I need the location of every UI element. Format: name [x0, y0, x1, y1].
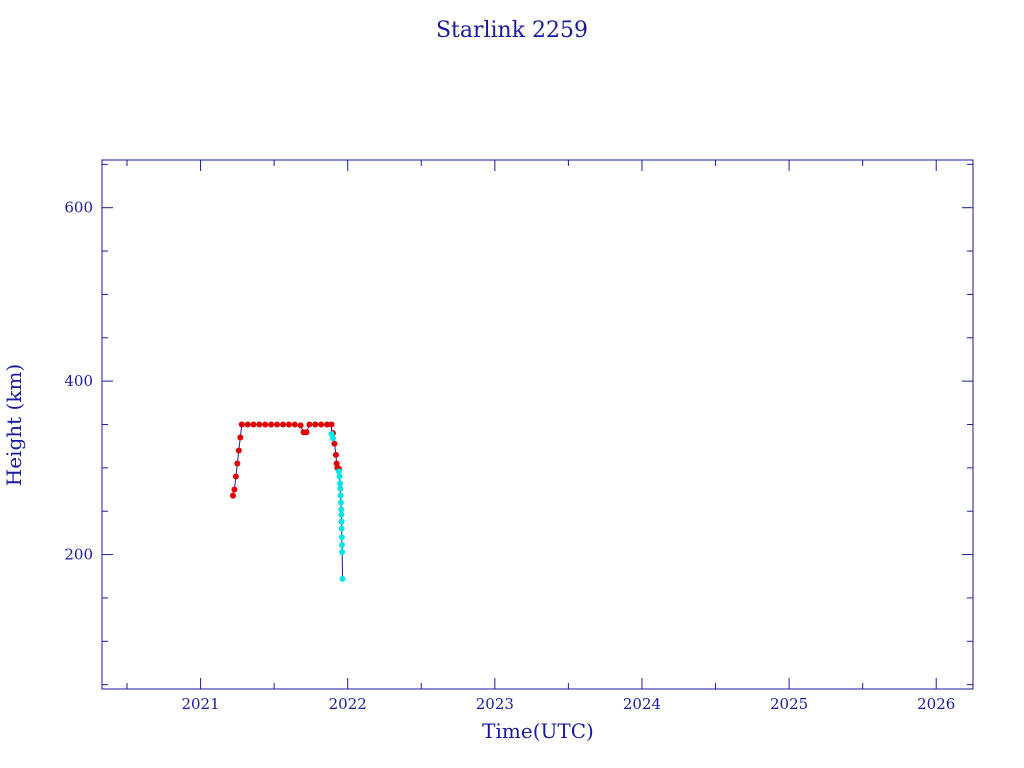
cyan-data-point — [336, 473, 343, 480]
red-data-point — [250, 421, 257, 428]
red-data-point — [328, 421, 335, 428]
red-data-point — [232, 473, 239, 480]
y-tick-label: 600 — [64, 199, 93, 217]
cyan-data-point — [339, 575, 346, 582]
red-data-point — [256, 421, 263, 428]
red-data-point — [238, 421, 245, 428]
x-tick-label: 2026 — [917, 695, 955, 713]
plot-frame — [101, 159, 974, 690]
red-data-point — [332, 451, 339, 458]
trajectory-line — [232, 424, 344, 579]
cyan-data-point — [337, 485, 344, 492]
x-tick-label: 2023 — [476, 695, 514, 713]
red-data-point — [262, 421, 269, 428]
red-data-point — [274, 421, 281, 428]
red-data-point — [285, 421, 292, 428]
x-tick-label: 2025 — [770, 695, 808, 713]
red-data-point — [235, 447, 242, 454]
x-tick-label: 2021 — [181, 695, 219, 713]
cyan-data-point — [338, 534, 345, 541]
cyan-data-point — [338, 525, 345, 532]
red-data-point — [303, 429, 310, 436]
y-tick-label: 200 — [64, 546, 93, 564]
red-data-point — [237, 434, 244, 441]
cyan-data-point — [335, 468, 342, 475]
red-data-point — [231, 486, 238, 493]
tick-labels: 2021 2022 2023 2024 2025 2026 200 400 600 — [64, 199, 955, 713]
cyan-data-point — [337, 499, 344, 506]
red-data-point — [324, 421, 331, 428]
cyan-data-point — [338, 511, 345, 518]
red-data-point — [279, 421, 286, 428]
y-axis-label: Height (km) — [2, 364, 26, 486]
red-data-point — [234, 460, 241, 467]
red-data-point — [291, 421, 298, 428]
red-data-point — [306, 421, 313, 428]
red-data-point — [268, 421, 275, 428]
cyan-data-point — [339, 548, 346, 555]
axis-ticks — [102, 160, 973, 689]
red-data-point — [297, 422, 304, 429]
x-tick-label: 2024 — [623, 695, 661, 713]
cyan-data-point — [337, 480, 344, 487]
cyan-data-point — [338, 506, 345, 513]
red-data-point — [229, 492, 236, 499]
data-marks — [229, 421, 346, 582]
red-data-point — [312, 421, 319, 428]
cyan-data-point — [337, 492, 344, 499]
x-tick-label: 2022 — [329, 695, 367, 713]
chart-title: Starlink 2259 — [436, 18, 588, 43]
red-data-point — [244, 421, 251, 428]
red-data-point — [318, 421, 325, 428]
red-data-point — [331, 440, 338, 447]
cyan-data-point — [329, 435, 336, 442]
x-axis-label: Time(UTC) — [482, 719, 594, 743]
cyan-data-point — [338, 518, 345, 525]
y-tick-label: 400 — [64, 372, 93, 390]
cyan-data-point — [338, 542, 345, 549]
